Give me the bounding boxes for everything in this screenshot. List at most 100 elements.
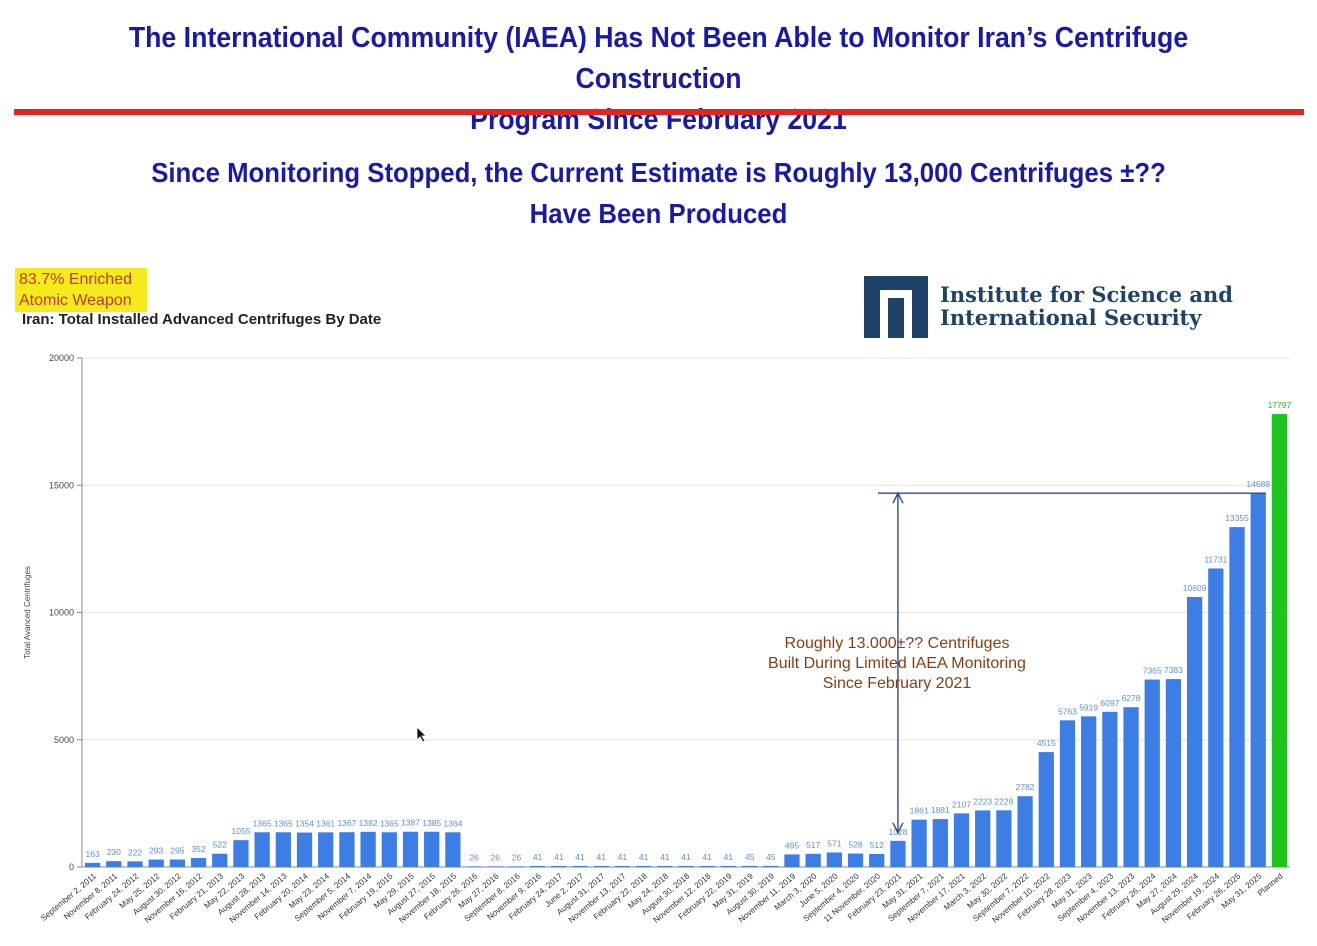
y-tick-label: 20000	[49, 353, 74, 363]
bar	[678, 865, 694, 867]
bar	[784, 854, 800, 867]
bar-value-label: 7365	[1143, 666, 1162, 676]
bar	[1144, 679, 1160, 867]
page-title: The International Community (IAEA) Has N…	[53, 18, 1265, 141]
bar-value-label: 5763	[1058, 706, 1077, 716]
bar-value-label: 10609	[1183, 583, 1207, 593]
enrichment-badge: 83.7% Enriched Atomic Weapon	[15, 268, 147, 312]
page-subtitle: Since Monitoring Stopped, the Current Es…	[53, 152, 1265, 234]
bar	[996, 810, 1012, 867]
bar	[1038, 752, 1054, 867]
bar-value-label: 41	[639, 852, 649, 862]
bar-value-label: 41	[660, 852, 670, 862]
arrow-down-icon	[892, 822, 904, 835]
bar-value-label: 230	[107, 847, 121, 857]
bar-value-label: 6097	[1100, 698, 1119, 708]
title-line-2: Program Since February 2021	[470, 104, 847, 136]
bar-value-label: 1382	[359, 818, 378, 828]
bar	[869, 853, 885, 867]
bar-value-label: 352	[191, 844, 205, 854]
bar-value-label: 7383	[1164, 665, 1183, 675]
bar	[1250, 493, 1266, 867]
y-tick-label: 0	[69, 862, 74, 872]
mouse-cursor-icon	[417, 727, 427, 743]
bar	[190, 858, 207, 867]
bar-value-label: 26	[469, 852, 479, 862]
bar	[932, 819, 948, 867]
bar	[1017, 796, 1033, 867]
bar-value-label: 6278	[1122, 693, 1141, 703]
bar-value-label: 41	[596, 852, 606, 862]
bar	[254, 832, 270, 867]
bar	[911, 819, 927, 867]
bar-value-label: 163	[86, 849, 100, 859]
bar-value-label: 2782	[1016, 782, 1035, 792]
bar	[1123, 707, 1139, 867]
bar	[657, 865, 673, 867]
red-divider	[14, 109, 1304, 115]
institute-name-line-2: International Security	[940, 305, 1202, 330]
bar-value-label: 1365	[253, 818, 272, 828]
bar-value-label: 5919	[1079, 702, 1098, 712]
bar-value-label: 41	[618, 852, 628, 862]
bar	[953, 813, 970, 867]
bar-value-label: 41	[554, 852, 564, 862]
bar	[318, 832, 334, 867]
bar	[445, 832, 461, 867]
bar-value-label: 41	[533, 852, 543, 862]
bar	[551, 865, 567, 867]
bar	[1102, 711, 1118, 867]
bar-value-label: 1385	[422, 818, 441, 828]
bar	[360, 831, 376, 867]
bar-value-label: 1361	[316, 818, 335, 828]
bar-value-label: 1354	[295, 819, 314, 829]
bar	[487, 866, 503, 867]
bar	[1059, 720, 1076, 867]
bar-value-label: 1364	[443, 818, 462, 828]
bar-value-label: 14689	[1246, 479, 1270, 489]
bar	[890, 840, 906, 867]
bar-value-label: 41	[724, 852, 734, 862]
bar-value-label: 293	[149, 846, 163, 856]
title-line-1: The International Community (IAEA) Has N…	[128, 22, 1189, 95]
bar-value-label: 11731	[1204, 554, 1227, 564]
bar	[381, 832, 397, 867]
y-axis-label: Total Avanced Centrifuges	[23, 566, 32, 659]
bar	[763, 865, 779, 867]
bar-value-label: 222	[128, 847, 142, 857]
bar	[593, 865, 609, 867]
institute-name-line-1: Institute for Science and	[940, 282, 1233, 307]
bar-value-label: 4515	[1037, 738, 1056, 748]
bar-value-label: 41	[702, 852, 712, 862]
bar	[466, 866, 482, 867]
bar	[169, 859, 185, 867]
bar	[1081, 716, 1097, 867]
bar	[1229, 527, 1245, 867]
bar	[106, 861, 122, 867]
subtitle-line-2: Have Been Produced	[529, 198, 788, 229]
badge-line-1: 83.7% Enriched	[19, 271, 132, 288]
bar-value-label: 1387	[401, 818, 420, 828]
bar-value-label: 1861	[910, 806, 929, 816]
bar	[127, 861, 143, 867]
bar-value-label: 26	[512, 852, 522, 862]
bar-value-label: 1881	[931, 805, 950, 815]
bar-value-label: 45	[745, 852, 755, 862]
bar-value-label: 2228	[994, 796, 1013, 806]
bar-value-label: 528	[848, 840, 862, 850]
bar-value-label: 41	[575, 852, 585, 862]
bar-value-label: 1365	[380, 818, 399, 828]
bar-value-label: 2223	[973, 796, 992, 806]
bar-value-label: 13355	[1225, 513, 1249, 523]
y-tick-label: 15000	[49, 480, 74, 490]
institute-name: Institute for Science and International …	[940, 283, 1233, 329]
bar-value-label: 17797	[1268, 400, 1292, 410]
bar	[339, 832, 355, 867]
y-tick-label: 5000	[54, 735, 74, 745]
bar	[508, 866, 525, 867]
bar	[530, 865, 546, 867]
bar-value-label: 2107	[952, 799, 971, 809]
bar-value-label: 571	[827, 838, 841, 848]
bar	[1208, 568, 1224, 867]
annotation-text-line: Built During Limited IAEA Monitoring	[768, 655, 1026, 672]
